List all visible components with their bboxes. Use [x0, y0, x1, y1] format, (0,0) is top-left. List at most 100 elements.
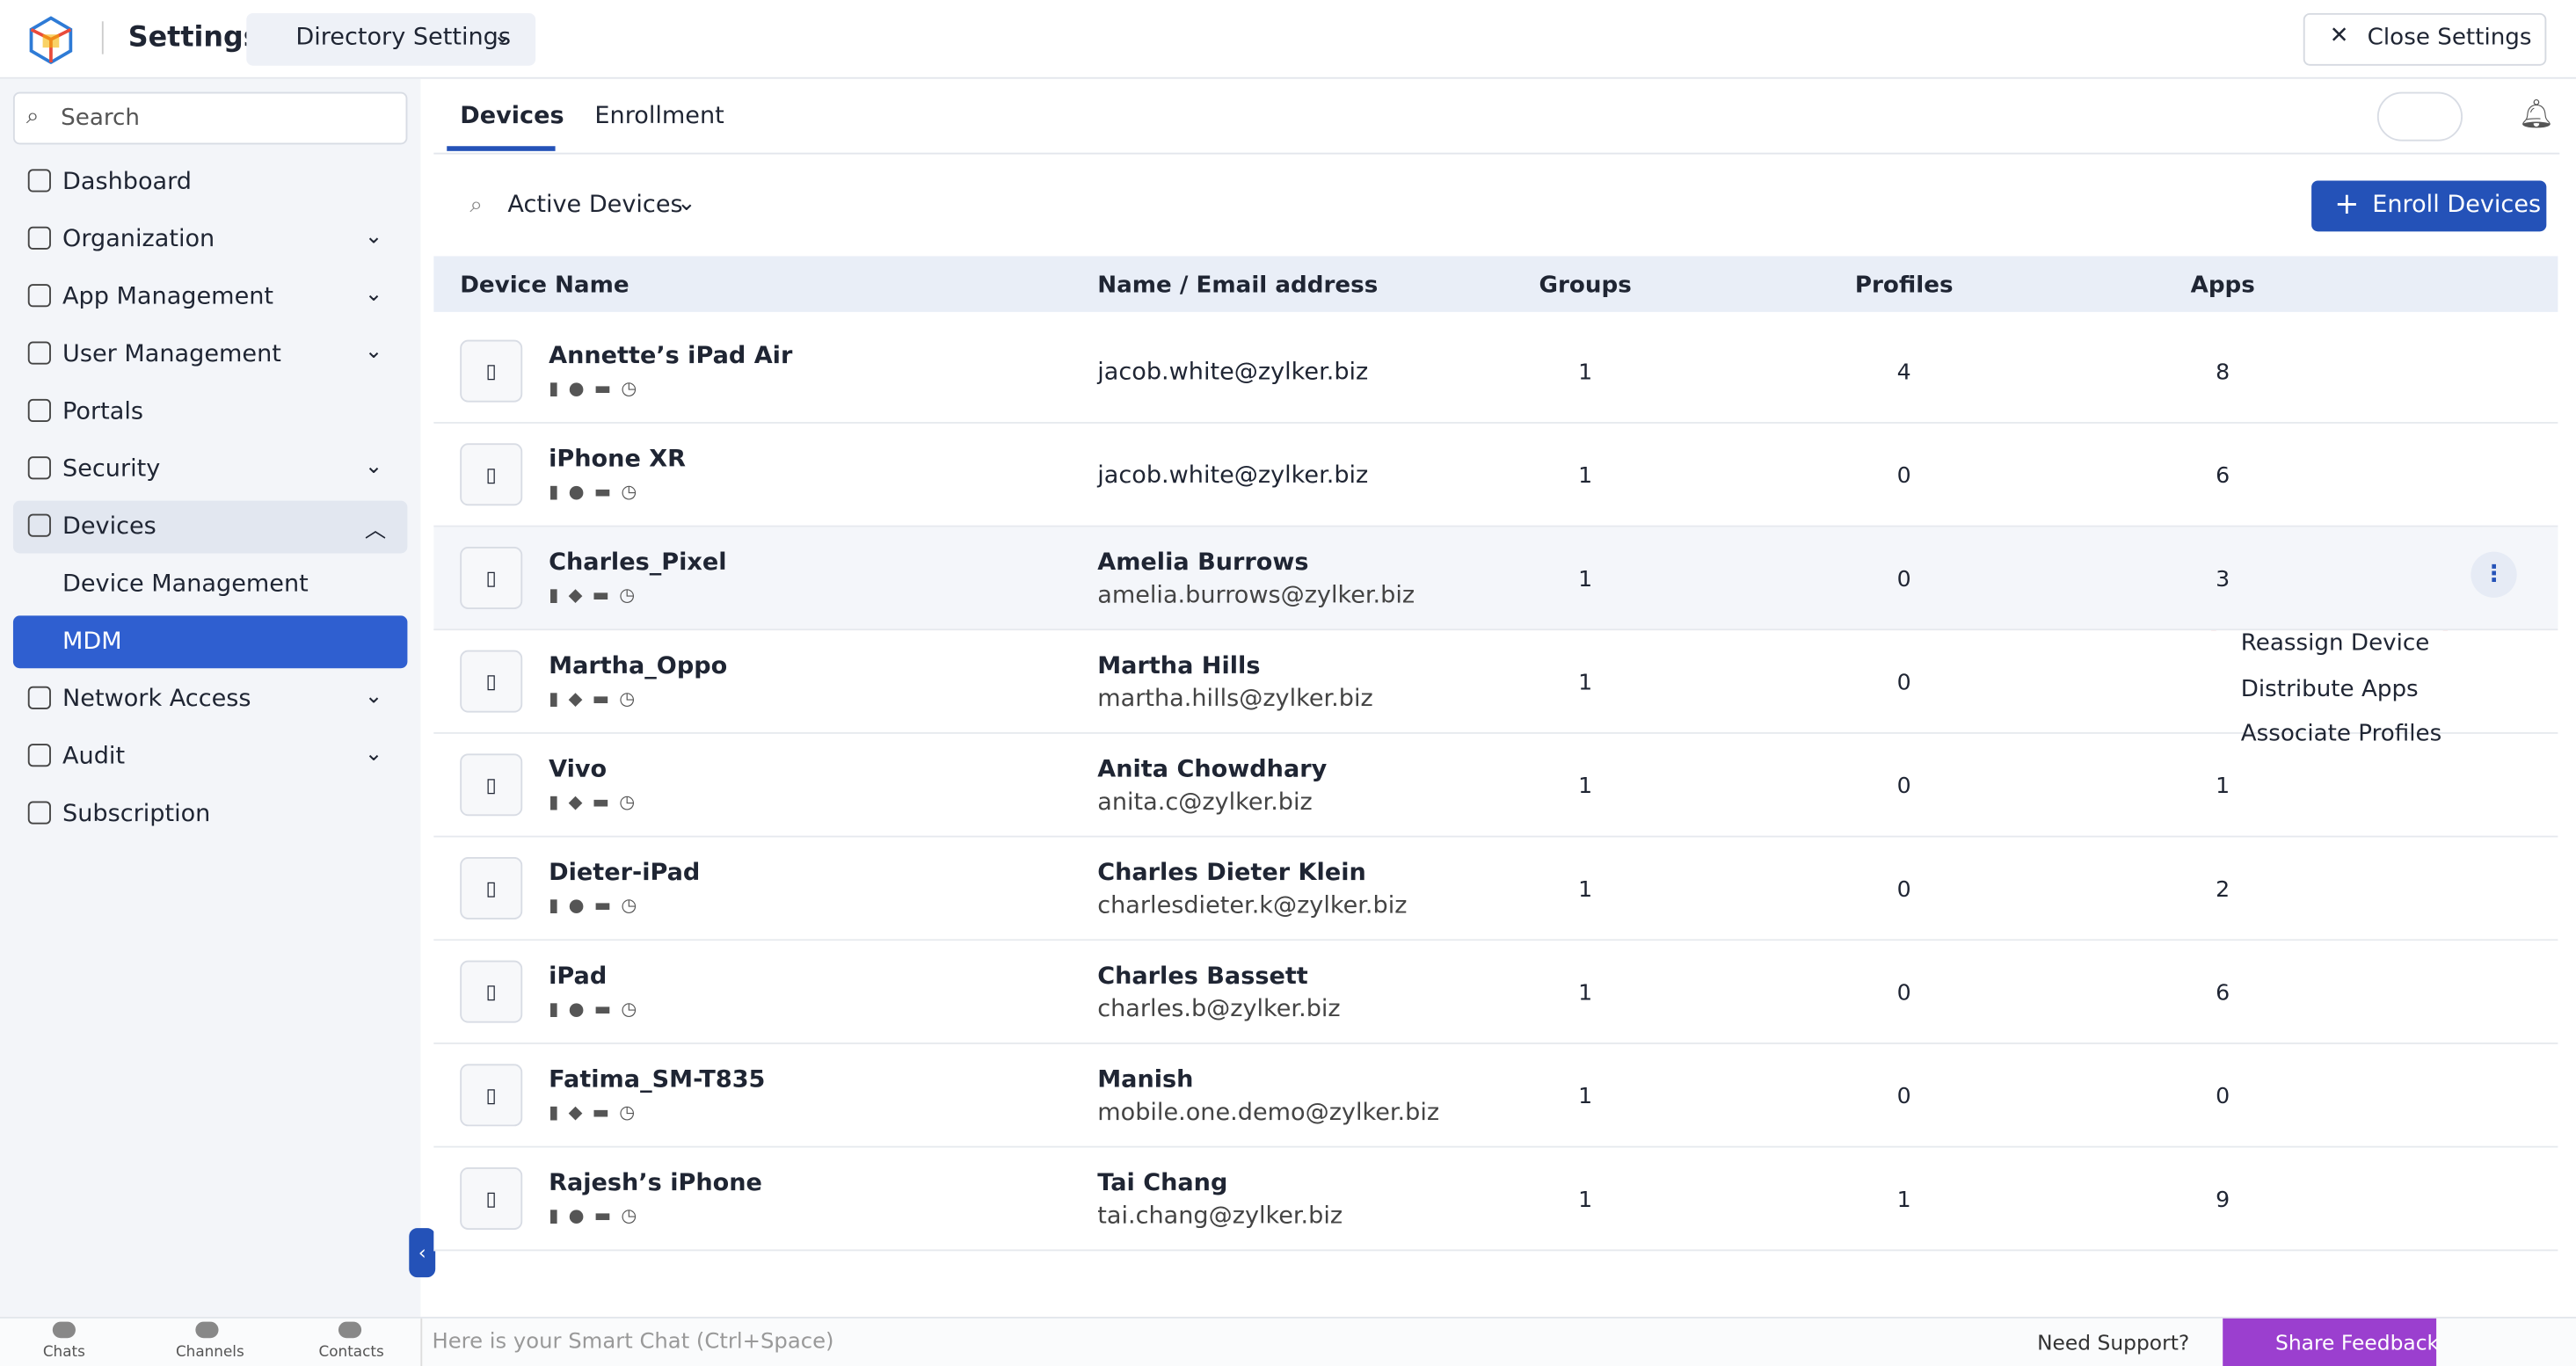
- menu-item[interactable]: Associate Profiles: [2240, 720, 2442, 747]
- groups-count: 1: [1578, 462, 1593, 490]
- device-name[interactable]: Charles_Pixel: [549, 549, 727, 577]
- table-row[interactable]: [433, 423, 2558, 527]
- nav-item[interactable]: [12, 615, 408, 669]
- directory-switcher[interactable]: [246, 12, 536, 66]
- device-name[interactable]: iPad: [549, 963, 608, 991]
- table-row[interactable]: [433, 941, 2558, 1044]
- nav-item[interactable]: [12, 500, 408, 554]
- device-name[interactable]: Rajesh’s iPhone: [549, 1170, 762, 1197]
- device-icon: ▯: [460, 753, 523, 817]
- groups-count: 1: [1578, 1187, 1593, 1214]
- table-row[interactable]: [433, 1147, 2558, 1252]
- plus-icon: +: [2334, 186, 2360, 222]
- sidebar: ⌕ Search Dashboard Organization ⌄ App Manag…: [0, 78, 421, 1317]
- nav-label[interactable]: Organization: [62, 226, 215, 253]
- user-email: charlesdieter.k@zylker.biz: [1097, 893, 1408, 919]
- device-name[interactable]: iPhone XR: [549, 447, 687, 473]
- device-name[interactable]: Fatima_SM-T835: [549, 1067, 766, 1094]
- status-icons: ▮◆▬◷: [549, 584, 645, 607]
- table-row[interactable]: [433, 630, 2558, 734]
- enroll-button[interactable]: [2311, 180, 2547, 232]
- support-link[interactable]: Need Support?: [2037, 1329, 2190, 1355]
- bottom-tab-icon[interactable]: [338, 1321, 362, 1339]
- device-icon: ▯: [460, 443, 523, 506]
- user-email: anita.c@zylker.biz: [1097, 789, 1313, 817]
- collapse-sidebar[interactable]: ‹: [409, 1228, 436, 1278]
- bottom-tab[interactable]: Channels: [175, 1344, 244, 1362]
- tab-underline: [447, 146, 556, 151]
- table-row[interactable]: [433, 527, 2558, 631]
- table-row[interactable]: [433, 837, 2558, 941]
- menu-item[interactable]: Reassign Device: [2240, 630, 2430, 658]
- row-actions[interactable]: ⋮: [2470, 551, 2517, 598]
- profiles-count: 4: [1896, 360, 1911, 386]
- nav-label[interactable]: App Management: [62, 284, 274, 311]
- status-icons: ▮●▬◷: [549, 894, 647, 917]
- nav-icon: [27, 801, 51, 825]
- menu-item[interactable]: Distribute Apps: [2240, 675, 2419, 702]
- nav-label[interactable]: Device Management: [62, 570, 309, 598]
- device-name[interactable]: Annette’s iPad Air: [549, 343, 793, 370]
- user-email: jacob.white@zylker.biz: [1097, 462, 1369, 490]
- close-settings-label[interactable]: Close Settings: [2367, 25, 2532, 51]
- table-row[interactable]: [433, 1043, 2558, 1148]
- nav-label[interactable]: User Management: [62, 341, 281, 368]
- column-header: Apps: [2190, 272, 2255, 299]
- device-name[interactable]: Dieter-iPad: [549, 860, 701, 887]
- search-box[interactable]: [12, 91, 408, 145]
- search-icon: ⌕: [25, 103, 40, 130]
- enroll-label[interactable]: Enroll Devices: [2372, 192, 2542, 219]
- apps-count: 6: [2216, 462, 2230, 490]
- header: Settings Directory Settings ⌄ ✕ Close Se…: [0, 0, 2576, 79]
- user-name: Anita Chowdhary: [1097, 757, 1328, 783]
- user-email: martha.hills@zylker.biz: [1097, 686, 1373, 713]
- nav-label[interactable]: Security: [62, 456, 161, 483]
- search-placeholder[interactable]: Search: [61, 105, 141, 132]
- nav-label[interactable]: Network Access: [62, 686, 251, 713]
- apps-count: 2: [2216, 876, 2230, 904]
- nav-icon: [27, 686, 51, 709]
- chevron: ⌄: [364, 339, 383, 365]
- nav-label[interactable]: Subscription: [62, 801, 211, 828]
- activity-button[interactable]: [2376, 91, 2463, 142]
- groups-count: 1: [1578, 1083, 1593, 1110]
- status-icons: ▮◆▬◷: [549, 687, 645, 709]
- close-icon: ✕: [2329, 23, 2349, 50]
- groups-count: 1: [1578, 876, 1593, 904]
- bottom-tab-icon[interactable]: [52, 1321, 76, 1339]
- table-row[interactable]: [433, 733, 2558, 838]
- switcher-label[interactable]: Directory Settings: [295, 25, 511, 51]
- nav-label[interactable]: Audit: [62, 744, 126, 770]
- bottom-tab-icon[interactable]: [195, 1321, 219, 1339]
- bottom-bar: Here is your Smart Chat (Ctrl+Space) Nee…: [0, 1316, 2576, 1366]
- notifications[interactable]: 🔔︎: [2518, 98, 2554, 132]
- feedback-label[interactable]: Share Feedback: [2275, 1329, 2440, 1355]
- filter-dropdown[interactable]: Active Devices: [507, 192, 683, 219]
- device-icon: ▯: [460, 650, 523, 713]
- table-row[interactable]: [433, 320, 2558, 424]
- header-title: Settings: [127, 21, 260, 54]
- smart-chat-input[interactable]: Here is your Smart Chat (Ctrl+Space): [432, 1329, 834, 1355]
- device-icon: ▯: [460, 1167, 523, 1230]
- nav-icon: [27, 284, 51, 308]
- nav-icon: [27, 456, 51, 480]
- nav-icon: [27, 744, 51, 767]
- bottom-tab[interactable]: Chats: [42, 1344, 85, 1362]
- tab[interactable]: Enrollment: [594, 103, 724, 130]
- nav-label[interactable]: Dashboard: [62, 169, 193, 196]
- close-settings-button[interactable]: [2303, 12, 2547, 66]
- feedback-button[interactable]: [2223, 1318, 2437, 1366]
- filter-search-icon[interactable]: ⌕: [469, 192, 484, 219]
- groups-count: 1: [1578, 566, 1593, 593]
- chevron: ⌄: [364, 224, 383, 250]
- nav-label[interactable]: MDM: [62, 629, 122, 656]
- nav-label[interactable]: Devices: [62, 513, 156, 541]
- device-name[interactable]: Martha_Oppo: [549, 653, 728, 680]
- status-icons: ▮◆▬◷: [549, 1101, 645, 1123]
- groups-count: 1: [1578, 980, 1593, 1006]
- tab[interactable]: Devices: [460, 103, 564, 130]
- bottom-tab[interactable]: Contacts: [318, 1344, 384, 1362]
- device-name[interactable]: Vivo: [549, 757, 608, 783]
- nav-label[interactable]: Portals: [62, 398, 143, 425]
